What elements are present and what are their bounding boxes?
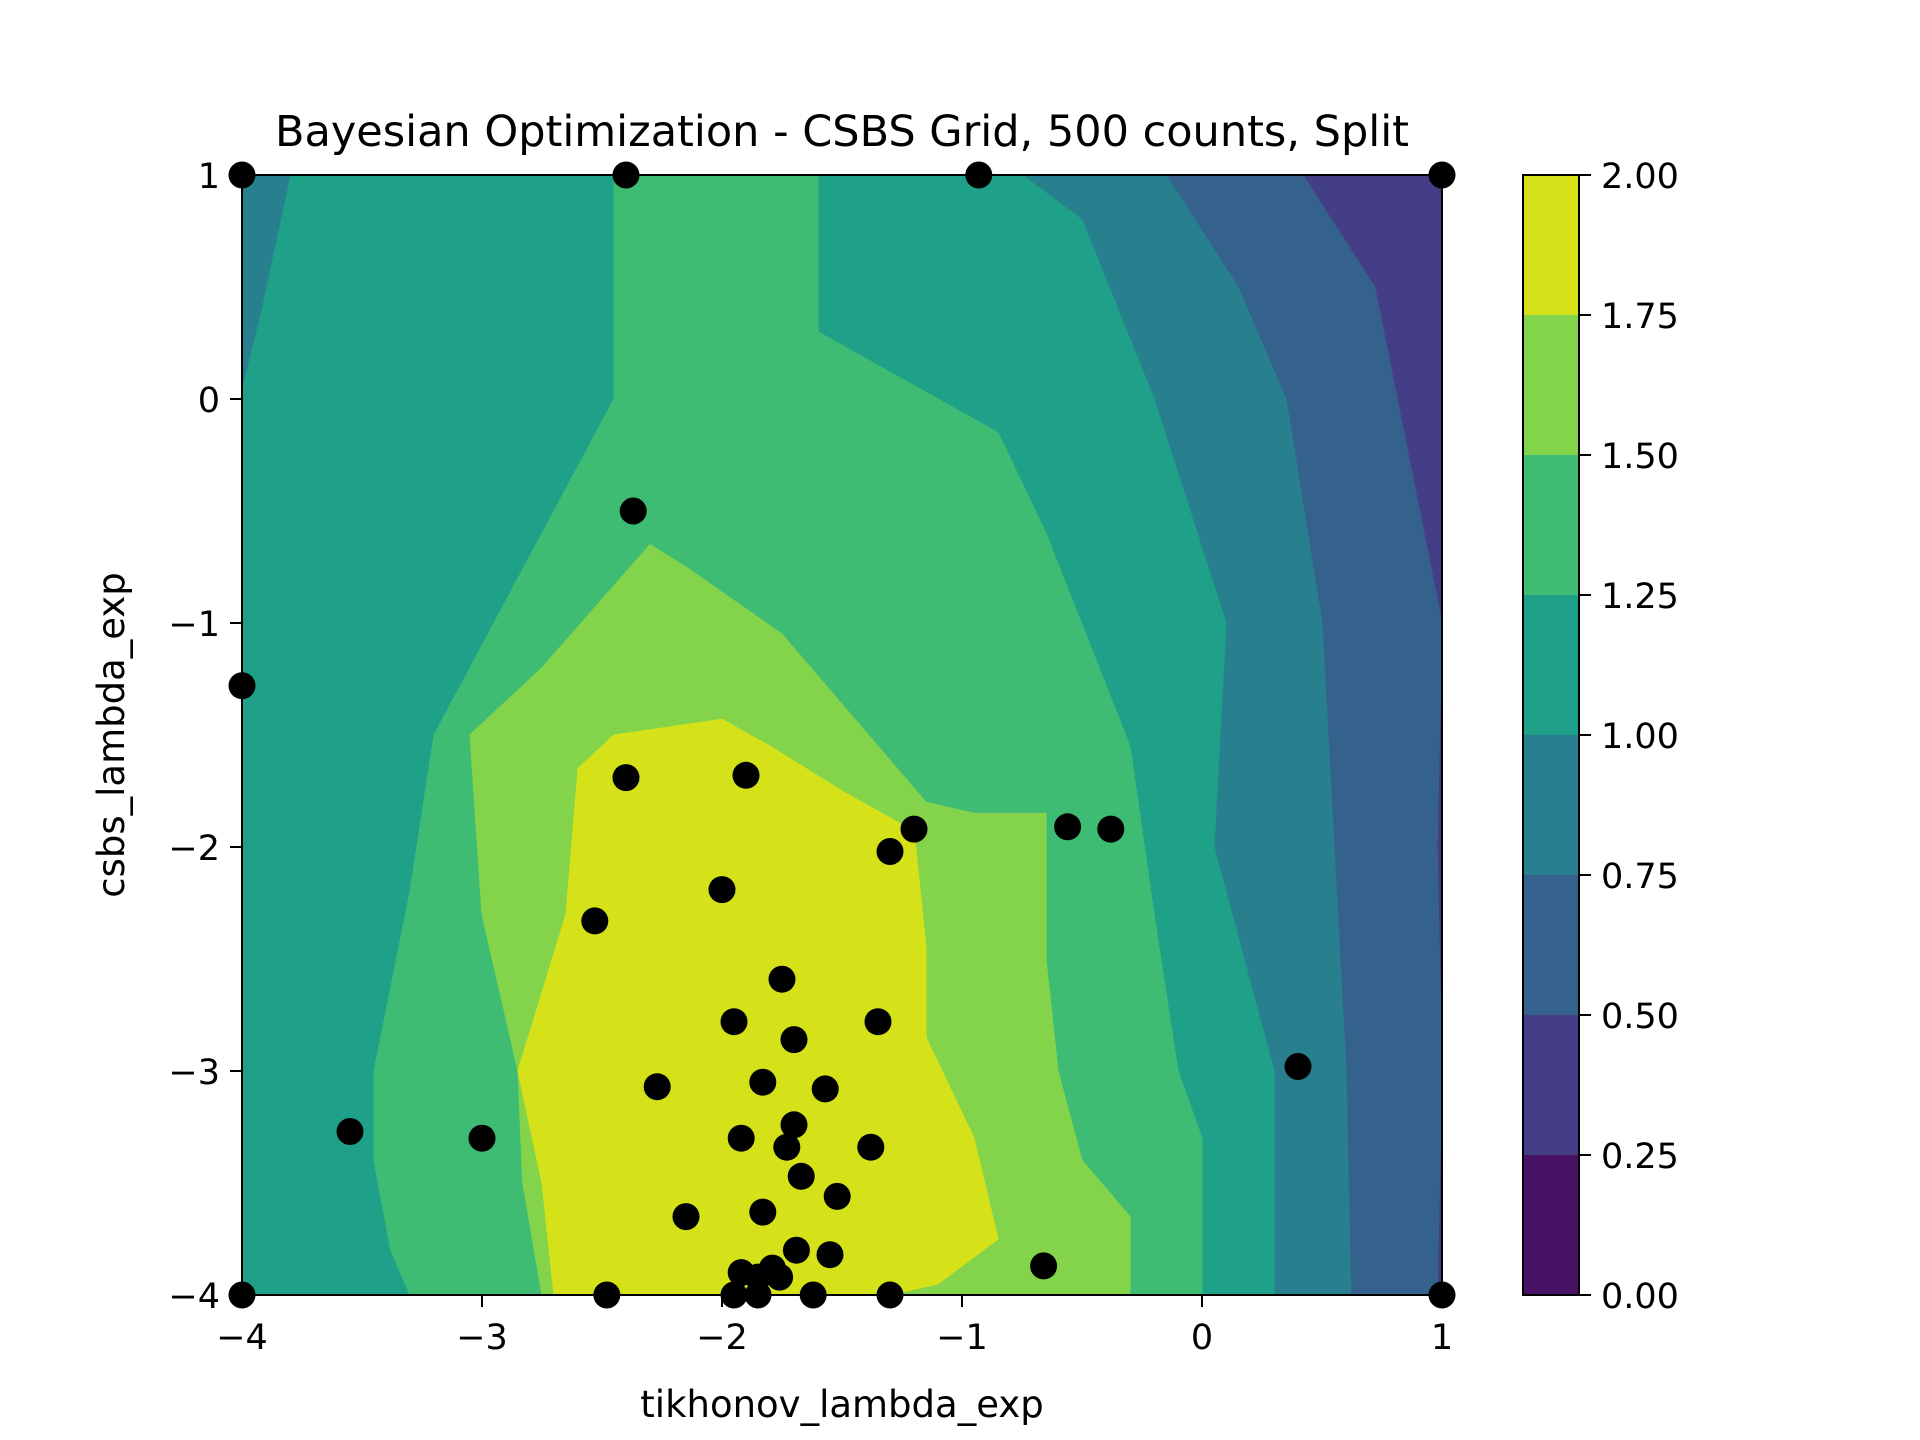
sample-point-9: [876, 838, 904, 865]
sample-points: [228, 161, 1456, 1309]
y-tick-label: −2: [168, 829, 220, 869]
colorbar-tick-label: 1.00: [1601, 717, 1679, 757]
sample-point-31: [749, 1198, 777, 1226]
sample-point-33: [816, 1241, 844, 1269]
sample-point-12: [708, 876, 736, 904]
contour-fill: [242, 175, 1442, 1295]
sample-point-34: [1030, 1252, 1058, 1280]
sample-point-14: [768, 965, 796, 993]
sample-point-6: [612, 764, 640, 792]
colorbar-band-7: [1523, 175, 1579, 315]
x-tick-label: −2: [696, 1318, 748, 1358]
colorbar-tick-label: 0.25: [1601, 1137, 1679, 1177]
plot-frame: [241, 174, 1443, 1296]
x-tick-label: −3: [456, 1318, 508, 1358]
sample-point-23: [468, 1124, 496, 1152]
y-tick-label: 0: [198, 381, 220, 421]
colorbar-tick-label: 1.75: [1601, 297, 1679, 337]
sample-point-18: [1284, 1053, 1312, 1080]
sample-point-13: [581, 907, 609, 935]
sample-point-38: [766, 1263, 794, 1291]
colorbar-tick-label: 1.50: [1601, 437, 1679, 477]
colorbar-band-2: [1523, 875, 1579, 1015]
colorbar-tick-label: 1.25: [1601, 577, 1679, 617]
y-axis: −4 −3 −2 −1 0 1: [168, 157, 242, 1317]
sample-point-22: [336, 1118, 364, 1145]
sample-point-21: [811, 1075, 839, 1103]
sample-point-24: [727, 1124, 755, 1152]
contour-region-4: [242, 175, 291, 388]
colorbar-tick-label: 0.75: [1601, 857, 1679, 897]
colorbar-tick-label: 0.50: [1601, 997, 1679, 1037]
sample-point-28: [787, 1162, 815, 1190]
colorbar-bands: [1523, 175, 1579, 1295]
sample-point-32: [782, 1236, 810, 1264]
sample-point-25: [780, 1111, 808, 1139]
colorbar-band-4: [1523, 595, 1579, 735]
y-tick-label: −3: [168, 1053, 220, 1093]
sample-point-20: [749, 1068, 777, 1096]
sample-point-10: [1054, 813, 1082, 841]
x-tick-label: 0: [1191, 1318, 1213, 1358]
x-tick-label: −1: [936, 1318, 988, 1358]
sample-point-30: [672, 1203, 700, 1231]
colorbar-band-5: [1523, 455, 1579, 595]
colorbar-tick-label: 2.00: [1601, 157, 1679, 197]
sample-point-16: [864, 1008, 892, 1036]
sample-point-7: [732, 761, 760, 789]
plot-area: [228, 161, 1456, 1309]
sample-point-27: [857, 1133, 885, 1161]
sample-point-29: [823, 1182, 851, 1210]
y-axis-label: csbs_lambda_exp: [90, 572, 133, 898]
sample-point-26: [773, 1133, 801, 1161]
colorbar: 0.00 0.25 0.50 0.75 1.00 1.25 1.50 1.75 2.00: [1522, 157, 1679, 1317]
x-axis-label: tikhonov_lambda_exp: [640, 1383, 1043, 1426]
sample-point-15: [720, 1008, 748, 1036]
colorbar-band-3: [1523, 735, 1579, 875]
colorbar-tick-label: 0.00: [1601, 1277, 1679, 1317]
colorbar-band-1: [1523, 1015, 1579, 1155]
y-tick-label: −4: [168, 1277, 220, 1317]
y-tick-label: 1: [198, 157, 220, 197]
x-tick-label: −4: [216, 1318, 268, 1358]
colorbar-ticks: 0.00 0.25 0.50 0.75 1.00 1.25 1.50 1.75 2.00: [1579, 157, 1679, 1317]
sample-point-4: [619, 497, 647, 525]
y-tick-label: −1: [168, 605, 220, 645]
x-tick-label: 1: [1431, 1318, 1453, 1358]
chart-title: Bayesian Optimization - CSBS Grid, 500 c…: [275, 107, 1409, 157]
sample-point-17: [780, 1026, 808, 1054]
sample-point-19: [643, 1073, 671, 1101]
sample-point-11: [1097, 815, 1125, 843]
colorbar-band-0: [1523, 1155, 1579, 1295]
x-axis: −4 −3 −2 −1 0 1: [216, 1295, 1453, 1358]
sample-point-8: [900, 815, 928, 843]
colorbar-band-6: [1523, 315, 1579, 455]
